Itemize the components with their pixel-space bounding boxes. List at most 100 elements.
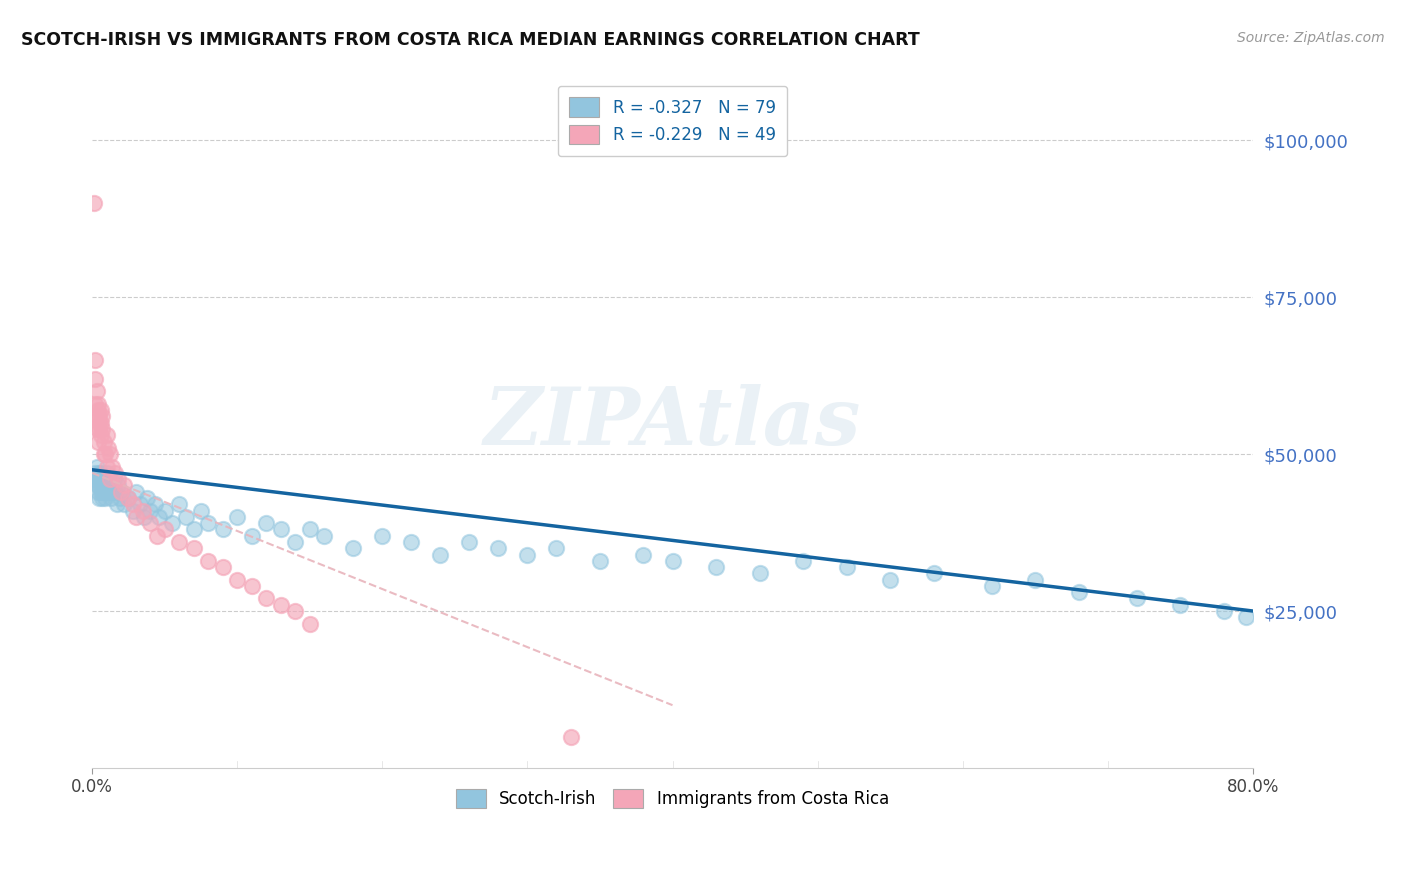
Text: Source: ZipAtlas.com: Source: ZipAtlas.com bbox=[1237, 31, 1385, 45]
Point bbox=[792, 554, 814, 568]
Point bbox=[84, 372, 107, 386]
Point bbox=[190, 503, 212, 517]
Point bbox=[879, 573, 901, 587]
Point bbox=[87, 403, 110, 417]
Point bbox=[197, 516, 219, 530]
Point bbox=[121, 497, 143, 511]
Point bbox=[153, 523, 176, 537]
Point bbox=[371, 529, 394, 543]
Text: SCOTCH-IRISH VS IMMIGRANTS FROM COSTA RICA MEDIAN EARNINGS CORRELATION CHART: SCOTCH-IRISH VS IMMIGRANTS FROM COSTA RI… bbox=[21, 31, 920, 49]
Point bbox=[546, 541, 568, 556]
Point bbox=[134, 509, 156, 524]
Point bbox=[132, 503, 155, 517]
Point bbox=[87, 484, 110, 499]
Point bbox=[107, 478, 129, 492]
Point bbox=[83, 196, 105, 211]
Point bbox=[90, 484, 112, 499]
Point bbox=[93, 447, 115, 461]
Point bbox=[83, 472, 105, 486]
Point bbox=[97, 441, 120, 455]
Point bbox=[91, 478, 114, 492]
Point bbox=[96, 484, 118, 499]
Point bbox=[84, 352, 107, 367]
Point bbox=[211, 560, 233, 574]
Point bbox=[103, 472, 125, 486]
Point bbox=[129, 497, 152, 511]
Point bbox=[86, 384, 108, 399]
Point bbox=[89, 422, 111, 436]
Point bbox=[516, 548, 538, 562]
Point bbox=[89, 409, 111, 424]
Point bbox=[93, 484, 115, 499]
Point bbox=[254, 591, 277, 606]
Point bbox=[84, 466, 107, 480]
Point bbox=[704, 560, 727, 574]
Legend: Scotch-Irish, Immigrants from Costa Rica: Scotch-Irish, Immigrants from Costa Rica bbox=[450, 782, 896, 815]
Point bbox=[143, 497, 166, 511]
Point bbox=[589, 554, 612, 568]
Point bbox=[167, 535, 190, 549]
Point bbox=[89, 478, 111, 492]
Point bbox=[980, 579, 1002, 593]
Point bbox=[108, 491, 131, 505]
Point bbox=[84, 397, 107, 411]
Point bbox=[100, 491, 122, 505]
Point bbox=[90, 472, 112, 486]
Point bbox=[139, 503, 162, 517]
Point bbox=[458, 535, 481, 549]
Point bbox=[240, 579, 263, 593]
Point bbox=[86, 409, 108, 424]
Point bbox=[89, 416, 111, 430]
Point bbox=[86, 478, 108, 492]
Point bbox=[1126, 591, 1149, 606]
Point bbox=[183, 541, 205, 556]
Point bbox=[110, 484, 132, 499]
Point bbox=[98, 447, 121, 461]
Point bbox=[429, 548, 451, 562]
Point bbox=[176, 509, 198, 524]
Point bbox=[96, 459, 118, 474]
Point bbox=[167, 497, 190, 511]
Point bbox=[146, 529, 169, 543]
Point bbox=[1212, 604, 1234, 618]
Point bbox=[284, 535, 307, 549]
Point bbox=[86, 422, 108, 436]
Point bbox=[226, 573, 249, 587]
Point bbox=[1067, 585, 1090, 599]
Point bbox=[90, 416, 112, 430]
Point bbox=[96, 428, 118, 442]
Point bbox=[94, 447, 117, 461]
Point bbox=[121, 503, 143, 517]
Point bbox=[139, 516, 162, 530]
Point bbox=[87, 397, 110, 411]
Point bbox=[110, 484, 132, 499]
Point bbox=[89, 491, 111, 505]
Point bbox=[107, 472, 129, 486]
Point bbox=[117, 491, 139, 505]
Point bbox=[104, 484, 127, 499]
Point bbox=[91, 491, 114, 505]
Point bbox=[101, 459, 124, 474]
Point bbox=[183, 523, 205, 537]
Point bbox=[298, 523, 321, 537]
Point bbox=[401, 535, 423, 549]
Point bbox=[86, 459, 108, 474]
Point bbox=[112, 478, 135, 492]
Point bbox=[91, 409, 114, 424]
Point bbox=[153, 503, 176, 517]
Point bbox=[1234, 610, 1257, 624]
Point bbox=[284, 604, 307, 618]
Point bbox=[197, 554, 219, 568]
Point bbox=[98, 478, 121, 492]
Point bbox=[125, 484, 148, 499]
Point bbox=[748, 566, 770, 581]
Point bbox=[87, 472, 110, 486]
Point bbox=[93, 434, 115, 449]
Point bbox=[486, 541, 509, 556]
Point bbox=[342, 541, 364, 556]
Point bbox=[90, 466, 112, 480]
Point bbox=[94, 478, 117, 492]
Point bbox=[105, 497, 128, 511]
Point bbox=[90, 403, 112, 417]
Point bbox=[270, 523, 292, 537]
